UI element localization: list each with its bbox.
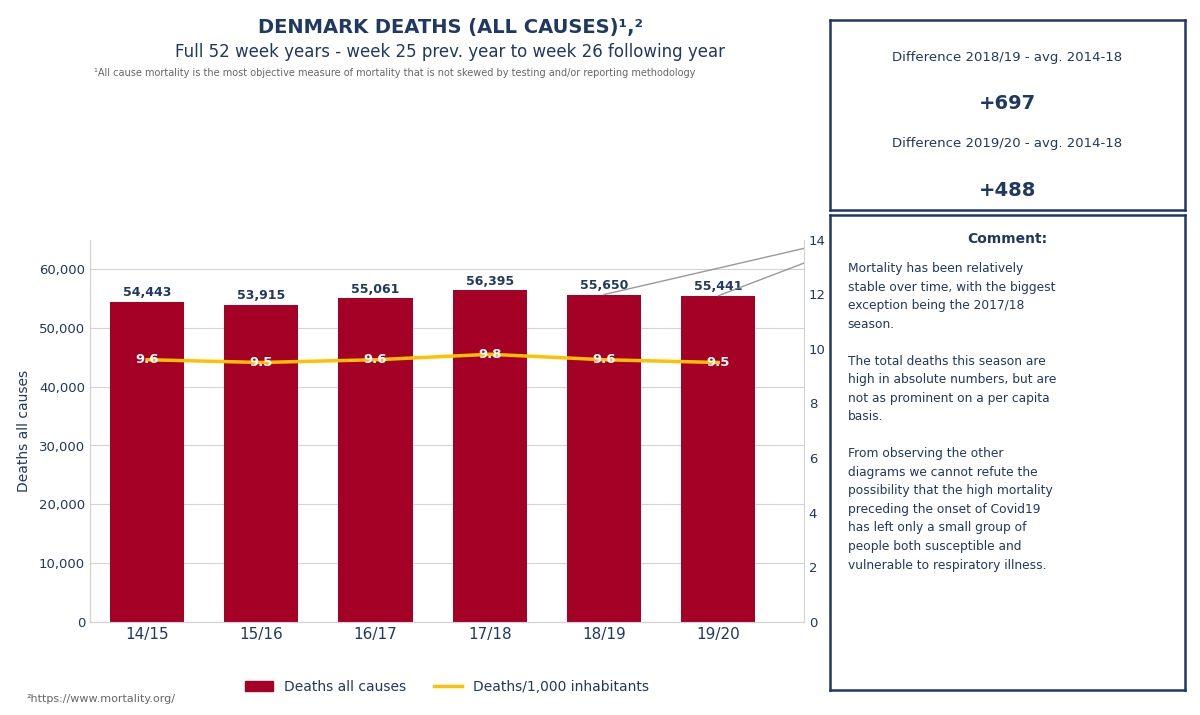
- Text: 9.8: 9.8: [478, 347, 502, 361]
- Bar: [110, 302, 185, 622]
- Text: 9.5: 9.5: [707, 356, 730, 369]
- Text: 54,443: 54,443: [122, 286, 172, 300]
- Text: +697: +697: [979, 94, 1036, 113]
- Text: +488: +488: [979, 182, 1036, 200]
- Bar: [224, 305, 299, 622]
- Text: Mortality has been relatively
stable over time, with the biggest
exception being: Mortality has been relatively stable ove…: [847, 262, 1056, 571]
- Bar: [566, 295, 641, 622]
- Text: ¹All cause mortality is the most objective measure of mortality that is not skew: ¹All cause mortality is the most objecti…: [94, 68, 695, 78]
- Text: DENMARK DEATHS (ALL CAUSES)¹,²: DENMARK DEATHS (ALL CAUSES)¹,²: [258, 18, 642, 37]
- Text: Difference 2018/19 - avg. 2014-18: Difference 2018/19 - avg. 2014-18: [893, 51, 1122, 64]
- Bar: [682, 296, 756, 622]
- Y-axis label: Deaths all causes: Deaths all causes: [17, 370, 31, 492]
- Legend: Deaths all causes, Deaths/1,000 inhabitants: Deaths all causes, Deaths/1,000 inhabita…: [240, 674, 654, 699]
- Text: 56,395: 56,395: [466, 275, 514, 288]
- Text: 55,650: 55,650: [580, 279, 629, 292]
- Text: Full 52 week years - week 25 prev. year to week 26 following year: Full 52 week years - week 25 prev. year …: [175, 43, 725, 61]
- Text: Comment:: Comment:: [967, 232, 1048, 246]
- Text: 9.6: 9.6: [136, 353, 158, 366]
- Text: Difference 2019/20 - avg. 2014-18: Difference 2019/20 - avg. 2014-18: [893, 137, 1122, 150]
- Y-axis label: Deaths/thousand: Deaths/thousand: [840, 371, 853, 490]
- Text: 9.5: 9.5: [250, 356, 274, 369]
- Text: 9.6: 9.6: [593, 353, 616, 366]
- Bar: [338, 298, 413, 622]
- Text: 55,061: 55,061: [352, 282, 400, 296]
- Text: ²https://www.mortality.org/: ²https://www.mortality.org/: [26, 694, 175, 704]
- Text: 53,915: 53,915: [238, 290, 286, 302]
- Bar: [452, 290, 527, 622]
- Text: 55,441: 55,441: [694, 280, 743, 293]
- Text: 9.6: 9.6: [364, 353, 388, 366]
